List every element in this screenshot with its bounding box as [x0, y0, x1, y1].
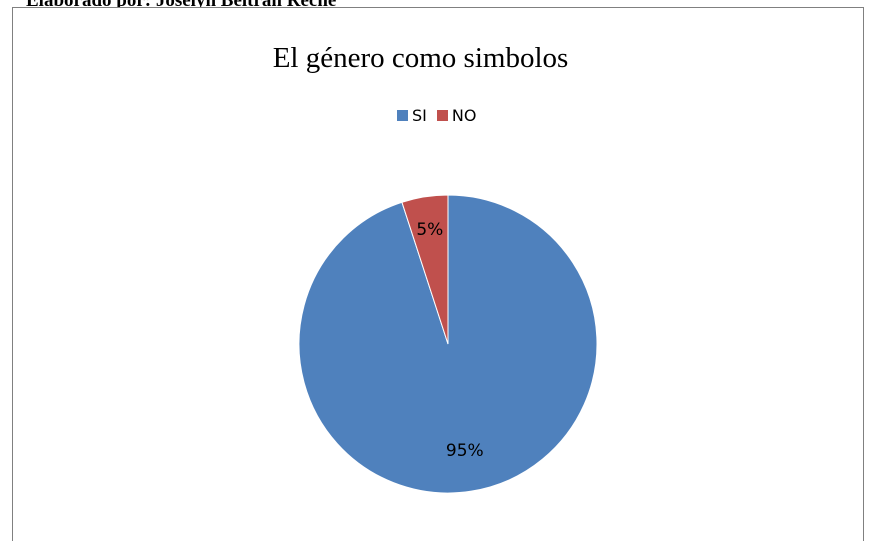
pie-label-si: 95% — [446, 441, 484, 461]
legend-label-no: NO — [451, 106, 477, 125]
legend-swatch-no — [436, 110, 448, 121]
legend-label-si: SI — [412, 106, 427, 125]
legend-swatch-si — [397, 110, 408, 121]
chart-frame: El género como simbolos SI NO 95% 5% — [12, 7, 864, 541]
chart-legend: SI NO — [397, 106, 486, 125]
source-caption: Elaborado por: Joselyn Beltrán Reche — [26, 0, 337, 11]
pie-slice-no — [401, 194, 449, 345]
legend-item-si: SI — [397, 106, 427, 125]
pie-chart: 95% 5% — [298, 194, 598, 494]
pie-label-no: 5% — [416, 220, 443, 240]
legend-item-no: NO — [436, 106, 477, 125]
chart-title: El género como simbolos — [272, 42, 569, 74]
